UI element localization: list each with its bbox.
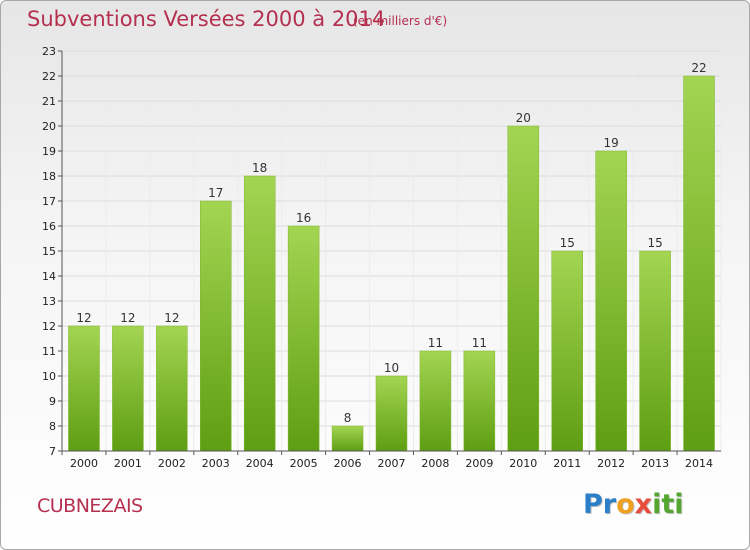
data-label-2000: 12: [76, 311, 91, 325]
x-tick-label: 2011: [553, 457, 581, 470]
x-tick-label: 2008: [421, 457, 449, 470]
bar-2002: [156, 325, 188, 452]
y-tick-label: 13: [42, 295, 56, 308]
labels: 7 8 9 10 11 12 13 14 15 16 17 18 19 20 21 22 23 12 2000 12 2…: [42, 45, 713, 470]
y-tick-label: 20: [42, 120, 56, 133]
y-tick-label: 15: [42, 245, 56, 258]
data-label-2004: 18: [252, 161, 267, 175]
y-tick-label: 17: [42, 195, 56, 208]
x-tick-label: 2009: [465, 457, 493, 470]
y-tick-label: 11: [42, 345, 56, 358]
bar-2001: [112, 325, 144, 452]
commune-name: CUBNEZAIS: [37, 495, 143, 517]
y-tick-label: 19: [42, 145, 56, 158]
bar-2007: [375, 375, 408, 452]
data-label-2014: 22: [691, 61, 706, 75]
y-tick-label: 23: [42, 45, 56, 58]
y-tick-label: 9: [49, 395, 56, 408]
bar-2000: [68, 325, 100, 452]
x-tick-label: 2007: [378, 457, 406, 470]
x-tick-label: 2006: [334, 457, 362, 470]
x-tick-label: 2001: [114, 457, 142, 470]
data-label-2007: 10: [384, 361, 399, 375]
y-tick-label: 7: [49, 445, 56, 458]
x-tick-label: 2002: [158, 457, 186, 470]
data-label-2010: 20: [516, 111, 531, 125]
y-tick-label: 22: [42, 70, 56, 83]
y-tick-label: 10: [42, 370, 56, 383]
y-tick-label: 18: [42, 170, 56, 183]
bar-2012: [595, 150, 627, 452]
x-tick-label: 2003: [202, 457, 230, 470]
bar-2013: [639, 250, 671, 452]
data-label-2008: 11: [428, 336, 443, 350]
data-label-2006: 8: [344, 411, 352, 425]
bar-2009: [463, 350, 496, 452]
bar-2014: [683, 75, 715, 452]
chart-title: Subventions Versées 2000 à 2014: [27, 7, 386, 31]
bars: [68, 75, 715, 452]
x-tick-label: 2013: [641, 457, 669, 470]
data-label-2009: 11: [472, 336, 487, 350]
x-tick-label: 2004: [246, 457, 274, 470]
bar-2011: [551, 250, 583, 452]
bar-2006: [331, 425, 364, 452]
y-tick-label: 14: [42, 270, 56, 283]
axes: [58, 50, 721, 455]
x-tick-label: 2010: [509, 457, 537, 470]
bar-2004: [243, 175, 276, 452]
bar-2003: [200, 200, 232, 452]
chart-subtitle: (en milliers d'€): [353, 14, 448, 28]
data-label-2001: 12: [120, 311, 135, 325]
data-label-2003: 17: [208, 186, 223, 200]
data-label-2011: 15: [560, 236, 575, 250]
y-tick-label: 21: [42, 95, 56, 108]
x-tick-label: 2012: [597, 457, 625, 470]
data-label-2005: 16: [296, 211, 311, 225]
y-tick-label: 8: [49, 420, 56, 433]
x-tick-label: 2005: [290, 457, 318, 470]
data-label-2012: 19: [604, 136, 619, 150]
x-tick-label: 2000: [70, 457, 98, 470]
y-tick-label: 16: [42, 220, 56, 233]
data-label-2013: 15: [647, 236, 662, 250]
bar-2005: [287, 225, 320, 452]
proxiti-logo[interactable]: Proxiti: [583, 489, 684, 520]
x-tick-label: 2014: [685, 457, 713, 470]
y-tick-label: 12: [42, 320, 56, 333]
data-label-2002: 12: [164, 311, 179, 325]
bar-2010: [507, 125, 540, 452]
bar-2008: [419, 350, 452, 452]
